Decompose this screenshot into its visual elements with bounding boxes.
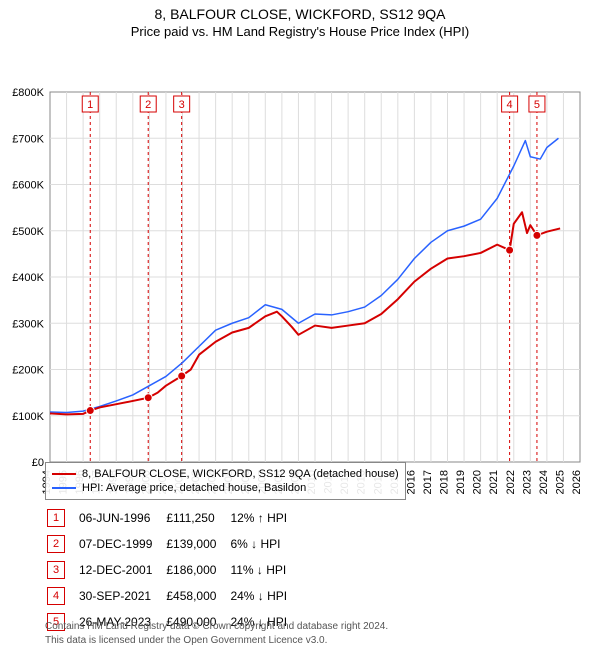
legend-swatch [52,487,76,489]
svg-text:2016: 2016 [405,470,417,494]
svg-text:2026: 2026 [571,470,583,494]
svg-text:2017: 2017 [422,470,434,494]
svg-text:£400K: £400K [12,272,44,284]
transaction-delta: 12% ↑ HPI [230,506,299,530]
price-chart: £0 £100K £200K £300K £400K £500K £600K £700K £80… [0,42,600,504]
svg-text:£800K: £800K [12,87,44,99]
table-row: 1 06-JUN-1996£111,25012% ↑ HPI [47,506,299,530]
svg-text:£500K: £500K [12,226,44,238]
table-row: 4 30-SEP-2021£458,00024% ↓ HPI [47,584,299,608]
legend-label: HPI: Average price, detached house, Basi… [82,482,306,494]
svg-text:3: 3 [179,99,185,111]
table-row: 3 12-DEC-2001£186,00011% ↓ HPI [47,558,299,582]
svg-text:2: 2 [145,99,151,111]
svg-text:2020: 2020 [472,470,484,494]
chart-legend: 8, BALFOUR CLOSE, WICKFORD, SS12 9QA (de… [45,462,406,500]
svg-text:£600K: £600K [12,180,44,192]
transaction-marker: 3 [47,561,65,579]
transaction-price: £111,250 [166,506,228,530]
page-subtitle: Price paid vs. HM Land Registry's House … [0,22,600,39]
transaction-delta: 6% ↓ HPI [230,532,299,556]
svg-text:2019: 2019 [455,470,467,494]
transaction-marker: 1 [47,509,65,527]
svg-text:£0: £0 [32,457,44,469]
svg-text:2024: 2024 [538,470,550,494]
transaction-price: £139,000 [166,532,228,556]
footer-line-1: Contains HM Land Registry data © Crown c… [45,620,388,634]
svg-text:£100K: £100K [12,411,44,423]
table-row: 2 07-DEC-1999£139,0006% ↓ HPI [47,532,299,556]
page-title: 8, BALFOUR CLOSE, WICKFORD, SS12 9QA [0,0,600,22]
svg-text:2022: 2022 [505,470,517,494]
transaction-date: 12-DEC-2001 [79,558,164,582]
transaction-date: 30-SEP-2021 [79,584,164,608]
svg-text:£300K: £300K [12,318,44,330]
svg-text:2025: 2025 [554,470,566,494]
transaction-date: 06-JUN-1996 [79,506,164,530]
svg-text:£700K: £700K [12,133,44,145]
transactions-table: 1 06-JUN-1996£111,25012% ↑ HPI 2 07-DEC-199… [45,504,301,636]
transaction-delta: 11% ↓ HPI [230,558,299,582]
svg-text:1: 1 [87,99,93,111]
svg-text:5: 5 [534,99,540,111]
svg-text:£200K: £200K [12,365,44,377]
svg-text:2018: 2018 [439,470,451,494]
transaction-price: £458,000 [166,584,228,608]
svg-text:2023: 2023 [521,470,533,494]
transaction-marker: 2 [47,535,65,553]
legend-swatch [52,473,76,475]
legend-row: HPI: Average price, detached house, Basi… [52,481,399,495]
attribution-footer: Contains HM Land Registry data © Crown c… [45,620,388,647]
svg-text:2021: 2021 [488,470,500,494]
svg-text:4: 4 [507,99,513,111]
footer-line-2: This data is licensed under the Open Gov… [45,634,388,648]
transaction-delta: 24% ↓ HPI [230,584,299,608]
transaction-date: 07-DEC-1999 [79,532,164,556]
transaction-price: £186,000 [166,558,228,582]
legend-row: 8, BALFOUR CLOSE, WICKFORD, SS12 9QA (de… [52,467,399,481]
legend-label: 8, BALFOUR CLOSE, WICKFORD, SS12 9QA (de… [82,468,399,480]
transaction-marker: 4 [47,587,65,605]
